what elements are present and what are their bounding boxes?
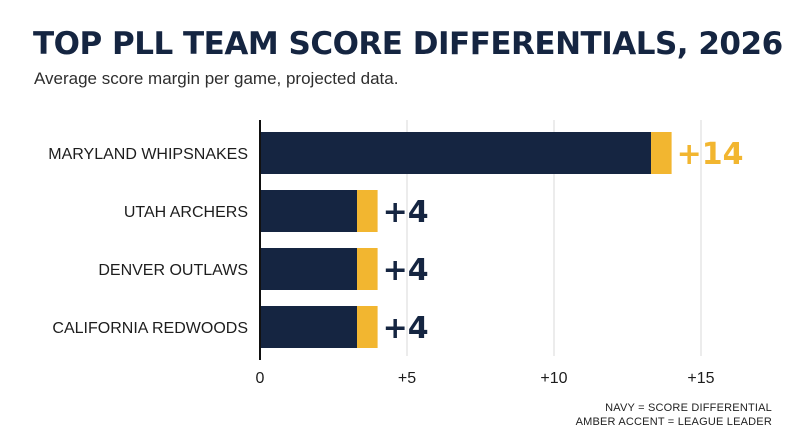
category-labels: MARYLAND WHIPSNAKES UTAH ARCHERS DENVER OU… bbox=[48, 146, 248, 337]
bar bbox=[260, 190, 358, 232]
category-label: UTAH ARCHERS bbox=[124, 204, 248, 221]
legend: NAVY = SCORE DIFFERENTIAL AMBER ACCENT =… bbox=[576, 401, 772, 429]
data-label: +14 bbox=[677, 137, 744, 172]
chart-subtitle: Average score margin per game, projected… bbox=[34, 69, 399, 88]
x-tick-label: +10 bbox=[540, 370, 567, 387]
bar bbox=[260, 248, 358, 290]
legend-navy-entry: NAVY = SCORE DIFFERENTIAL bbox=[605, 402, 772, 414]
category-label: MARYLAND WHIPSNAKES bbox=[48, 146, 248, 163]
x-tick-label: 0 bbox=[256, 370, 265, 387]
x-tick-label: +5 bbox=[398, 370, 416, 387]
bar bbox=[260, 306, 358, 348]
data-label: +4 bbox=[383, 253, 429, 288]
bar bbox=[260, 132, 652, 174]
category-label: DENVER OUTLAWS bbox=[98, 262, 248, 279]
category-label: CALIFORNIA REDWOODS bbox=[52, 320, 248, 337]
bar-accent bbox=[357, 306, 378, 348]
chart-title: TOP PLL TEAM SCORE DIFFERENTIALS, 2026 bbox=[33, 26, 783, 62]
legend-amber-entry: AMBER ACCENT = LEAGUE LEADER bbox=[575, 416, 772, 428]
bar-accent bbox=[357, 248, 378, 290]
bar-accent bbox=[357, 190, 378, 232]
data-labels: +14 +4 +4 +4 bbox=[383, 137, 744, 346]
bar-accent bbox=[651, 132, 672, 174]
data-label: +4 bbox=[383, 311, 429, 346]
data-label: +4 bbox=[383, 195, 429, 230]
x-tick-label: +15 bbox=[687, 370, 714, 387]
x-tick-labels: 0 +5 +10 +15 bbox=[256, 370, 715, 387]
bars bbox=[260, 132, 672, 348]
